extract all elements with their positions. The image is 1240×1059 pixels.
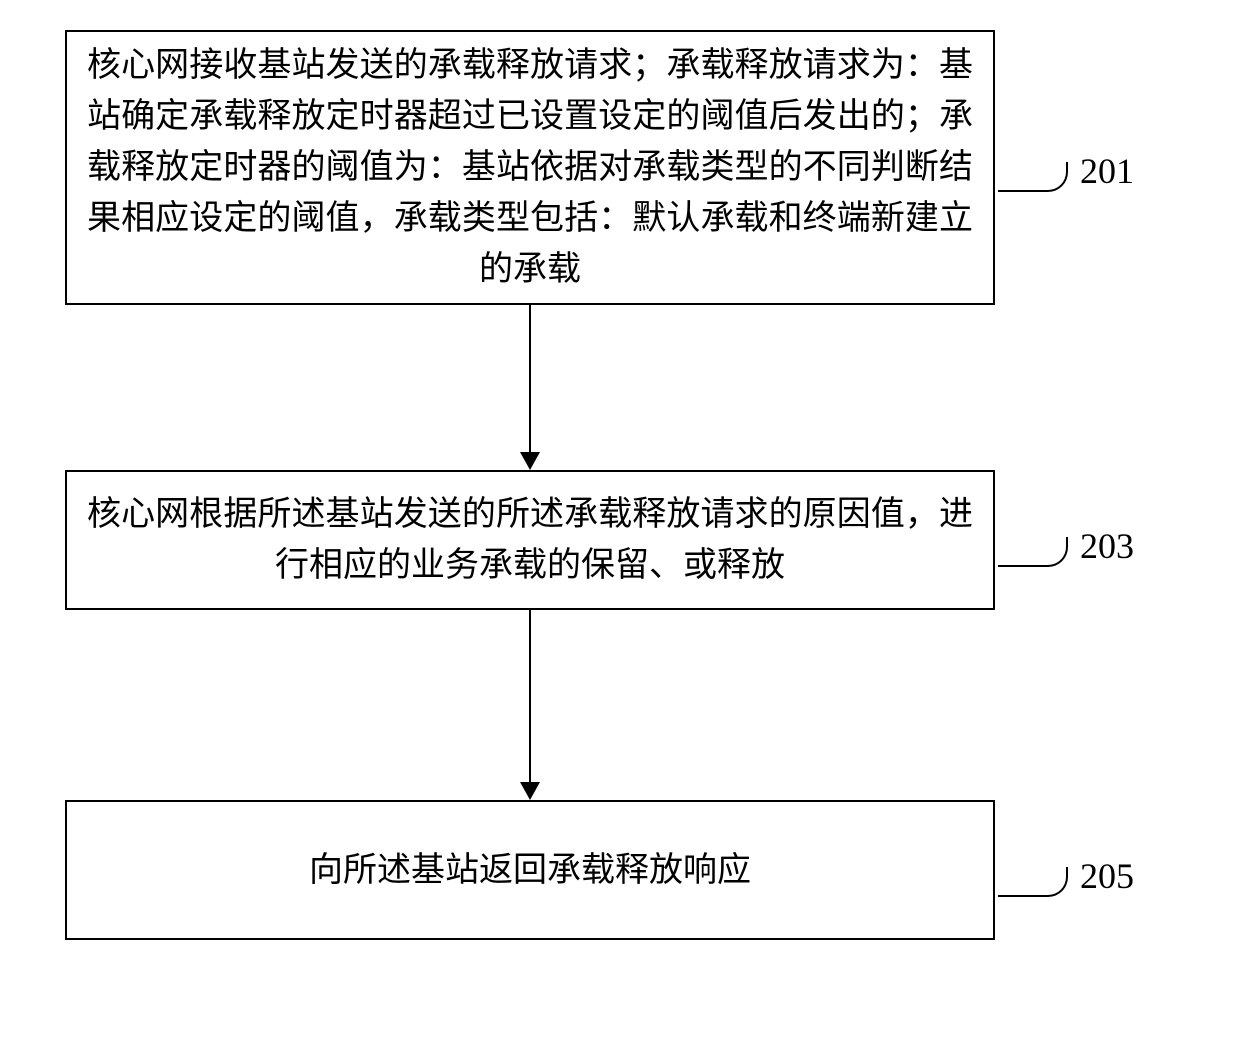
arrow-head-1 <box>520 452 540 470</box>
arrow-line-1 <box>529 305 531 452</box>
flowchart-step-203: 核心网根据所述基站发送的所述承载释放请求的原因值，进行相应的业务承载的保留、或释… <box>65 470 995 610</box>
arrow-line-2 <box>529 610 531 782</box>
label-connector-201 <box>998 162 1068 192</box>
step-203-text: 核心网根据所述基站发送的所述承载释放请求的原因值，进行相应的业务承载的保留、或释… <box>87 489 973 591</box>
flowchart-step-201: 核心网接收基站发送的承载释放请求；承载释放请求为：基站确定承载释放定时器超过已设… <box>65 30 995 305</box>
label-connector-205 <box>998 867 1068 897</box>
flowchart-container: 核心网接收基站发送的承载释放请求；承载释放请求为：基站确定承载释放定时器超过已设… <box>0 0 1240 1059</box>
step-label-203: 203 <box>1080 525 1134 567</box>
step-205-text: 向所述基站返回承载释放响应 <box>309 845 751 896</box>
step-label-205: 205 <box>1080 855 1134 897</box>
label-connector-203 <box>998 537 1068 567</box>
arrow-head-2 <box>520 782 540 800</box>
step-201-text: 核心网接收基站发送的承载释放请求；承载释放请求为：基站确定承载释放定时器超过已设… <box>87 40 973 295</box>
step-label-201: 201 <box>1080 150 1134 192</box>
flowchart-step-205: 向所述基站返回承载释放响应 <box>65 800 995 940</box>
